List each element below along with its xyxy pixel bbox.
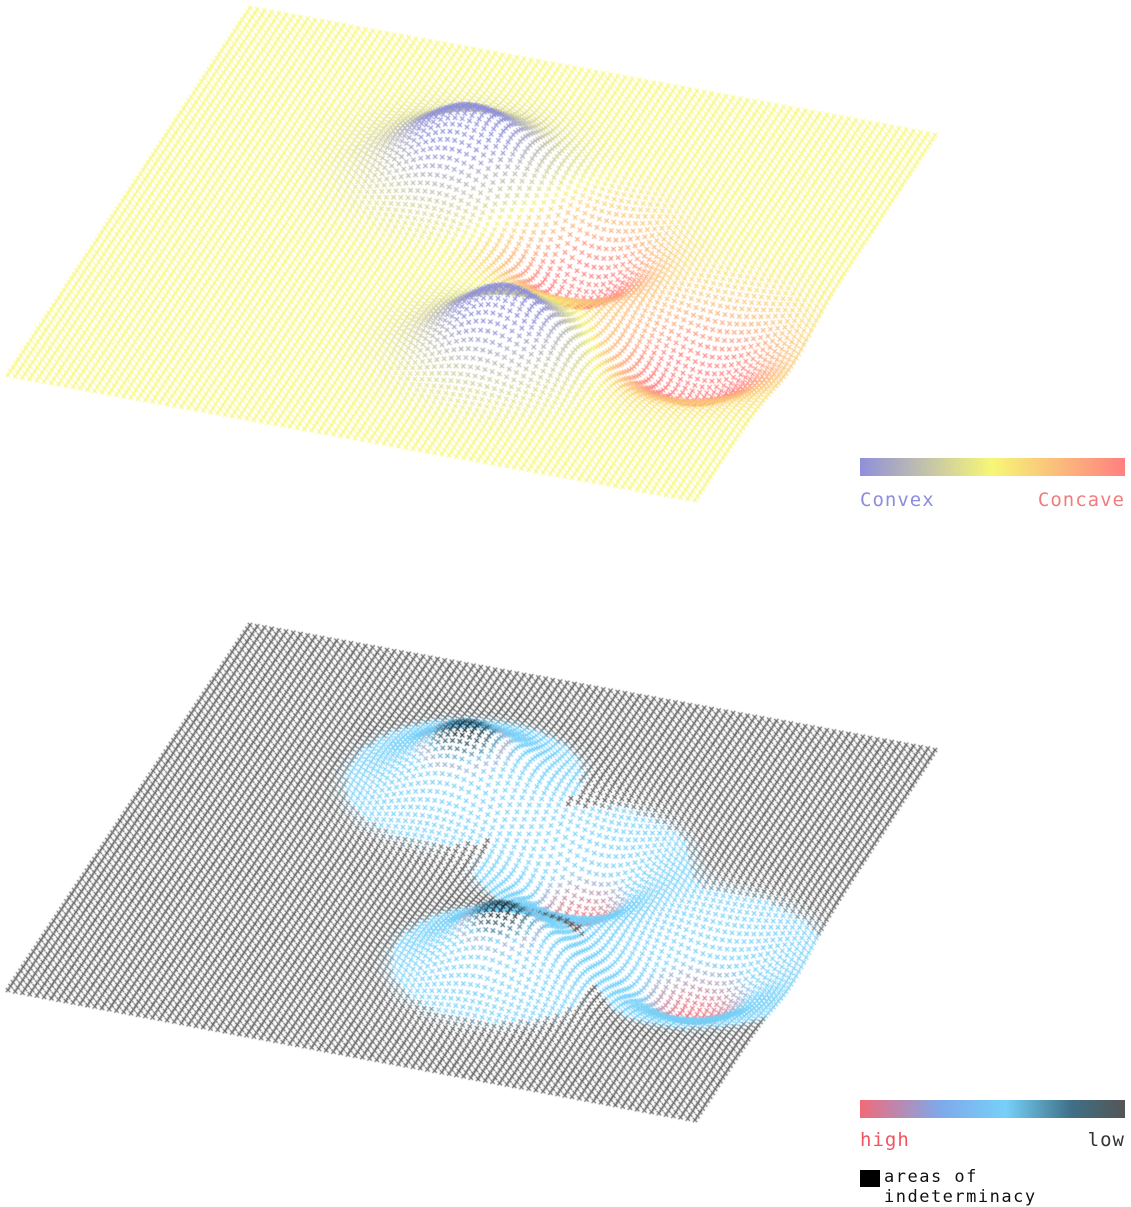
high-label: high xyxy=(860,1129,910,1151)
concave-label: Concave xyxy=(1037,489,1125,511)
determinacy-legend-bar xyxy=(860,1100,1125,1118)
curvature-legend-bar xyxy=(860,458,1125,476)
indeterminacy-label: areas of indeterminacy xyxy=(884,1167,1037,1207)
indeterminacy-swatch xyxy=(860,1170,880,1187)
low-label: low xyxy=(1087,1129,1125,1151)
determinacy-surface-grid xyxy=(0,600,1131,1189)
curvature-surface-grid xyxy=(0,0,1131,560)
curvature-map-panel xyxy=(0,0,1131,560)
convex-label: Convex xyxy=(860,489,935,511)
determinacy-map-panel xyxy=(0,600,1131,1189)
